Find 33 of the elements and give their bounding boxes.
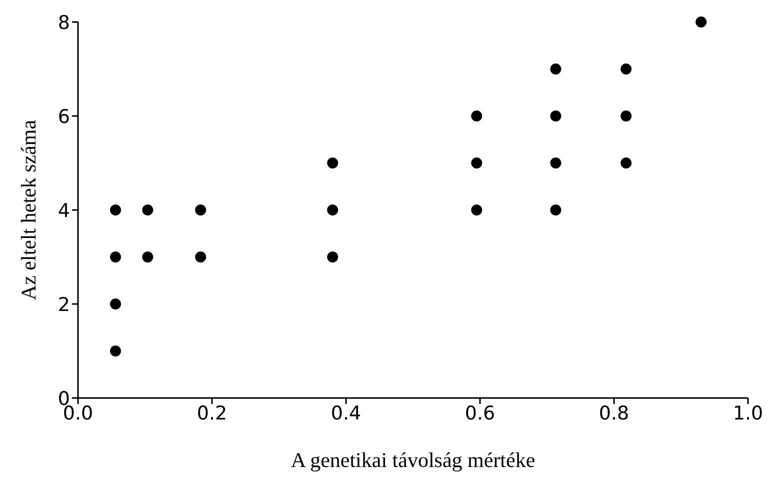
point — [142, 252, 154, 262]
point — [550, 204, 562, 216]
point — [550, 158, 562, 168]
point — [327, 252, 338, 262]
point — [327, 204, 338, 216]
point — [471, 204, 482, 216]
point — [550, 64, 562, 74]
y-tick-label: 8 — [58, 12, 70, 34]
point — [620, 158, 632, 168]
y-tick-label: 2 — [58, 294, 70, 316]
point — [110, 252, 122, 262]
y-axis-title: Az eltelt hetek száma — [16, 119, 40, 300]
point — [620, 110, 632, 122]
point — [110, 204, 122, 216]
point — [110, 346, 122, 356]
point — [471, 158, 482, 168]
point — [142, 204, 154, 216]
point — [696, 16, 707, 28]
point — [550, 110, 562, 122]
y-tick-label: 6 — [58, 106, 70, 128]
point — [195, 252, 206, 262]
y-tick-label: 4 — [58, 200, 70, 222]
x-axis-title: A genetikai távolság mértéke — [290, 448, 536, 472]
point — [620, 64, 632, 74]
x-tick-label: 0.6 — [464, 402, 496, 424]
x-tick-label: 0.2 — [196, 402, 228, 424]
x-tick-label: 1.0 — [732, 402, 764, 424]
point — [110, 298, 122, 310]
point — [195, 204, 206, 216]
x-tick-label: 0.4 — [330, 402, 362, 424]
point — [471, 110, 482, 122]
point — [327, 158, 338, 168]
x-tick-label: 0.8 — [598, 402, 630, 424]
